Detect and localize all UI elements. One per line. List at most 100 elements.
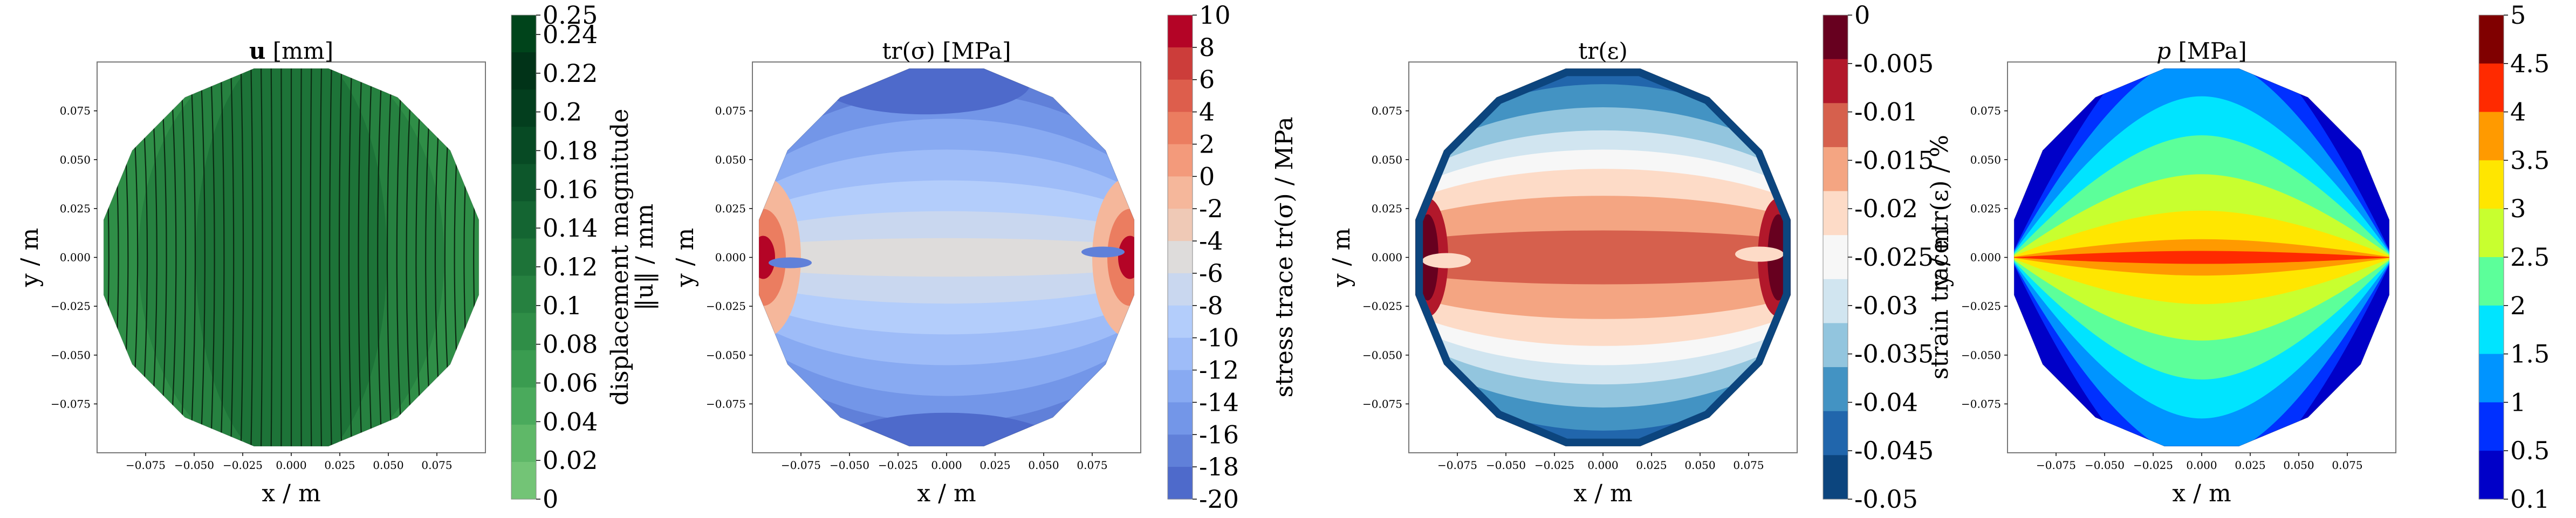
colorbar-tick-label: -10 [1199,323,1239,353]
y-tick-label: 0.075 [715,105,746,118]
x-tick-label: 0.050 [1684,459,1715,472]
colorbar-tick-label: -0.015 [1854,146,1934,175]
x-tick-label: −0.025 [223,459,263,472]
colorbar-segment [1168,370,1193,403]
colorbar-tick-label: 0.12 [543,252,598,281]
colorbar-segment [511,275,536,314]
colorbar-tick-label: 2 [1199,129,1215,158]
panel-title: tr(σ) [MPa] [882,38,1011,64]
y-tick-label: 0.075 [1970,105,2001,118]
colorbar-tick-label: -0.05 [1854,485,1918,514]
colorbar-segment [2479,112,2504,161]
colorbar-tick-label: 0.22 [543,59,598,88]
contour-field [104,68,479,446]
y-tick-label: −0.050 [1961,349,2001,362]
colorbar-segment [1823,279,1848,324]
streamline [220,68,225,446]
x-axis-label: x / m [2172,480,2231,507]
contour-level [769,257,812,268]
y-tick-label: 0.000 [1372,251,1402,264]
x-axis-label: x / m [917,480,976,507]
y-tick-label: −0.025 [1961,300,2001,313]
colorbar-tick-label: 0.2 [543,98,582,127]
panel-title: tr(ε) [1578,38,1628,64]
colorbar-tick-label: 0.1 [543,291,582,320]
y-tick-label: −0.025 [51,300,91,313]
streamline [377,68,383,446]
x-tick-label: 0.075 [421,459,452,472]
colorbar-segment [1823,103,1848,148]
x-tick-label: −0.075 [781,459,821,472]
x-tick-label: −0.025 [2133,459,2173,472]
colorbar-segment [1823,323,1848,368]
colorbar-tick-label: 3.5 [2510,146,2550,175]
colorbar-label: ‖u‖ / mm [631,204,659,311]
contour-level [1422,253,1471,268]
colorbar-segment [511,238,536,277]
colorbar-segment [2479,209,2504,258]
colorbar-segment [1168,79,1193,113]
colorbar-tick-label: 0.5 [2510,436,2550,465]
y-tick-label: −0.075 [1362,397,1402,410]
colorbar-tick-label: 0.04 [543,407,598,436]
colorbar-frame [1167,15,1193,500]
x-tick-label: 0.075 [2332,459,2362,472]
colorbar-tick-label: 4 [1199,98,1215,127]
streamline [180,68,187,446]
streamline [260,68,263,446]
colorbar-segment [511,164,536,202]
x-tick-label: 0.025 [2235,459,2265,472]
colorbar-tick-label: -12 [1199,356,1239,385]
colorbar-segment [1168,337,1193,371]
y-tick-label: 0.050 [60,153,91,166]
contour-level [1118,236,1134,279]
colorbar-tick-label: -0.02 [1854,194,1918,223]
colorbar-segment [511,52,536,90]
streamline [367,68,373,446]
streamline [310,68,312,446]
colorbar-tick-label: -0.03 [1854,291,1918,320]
colorbar-segment [511,313,536,351]
x-tick-label: 0.000 [2186,459,2217,472]
contour-level [1735,246,1784,262]
disc-outline [2013,68,2390,447]
y-tick-label: −0.075 [706,397,746,410]
colorbar-tick-label: 0 [1199,162,1215,191]
contour-field [2014,68,2389,446]
colorbar-segment [1823,455,1848,500]
colorbar-segment [1168,273,1193,306]
contour-field [1415,68,1791,446]
colorbar-label: stress trace tr(σ) / MPa [1271,117,1298,398]
panel-title: u [mm] [249,38,333,64]
contour-level [1081,246,1125,258]
y-tick-label: −0.050 [51,349,91,362]
colorbar-tick-label: -0.01 [1854,98,1918,127]
colorbar-segment [2479,15,2504,64]
y-tick-label: 0.000 [1970,251,2001,264]
colorbar-frame [511,15,537,500]
y-tick-label: 0.025 [1970,202,2001,215]
y-tick-label: −0.025 [706,300,746,313]
colorbar-segment [511,461,536,500]
colorbar-tick-label: -0.025 [1854,243,1934,272]
streamline [280,68,283,446]
x-tick-label: 0.075 [1077,459,1107,472]
disc-outline [758,68,1135,447]
colorbar-tick-label: 0.14 [543,213,598,243]
x-tick-label: −0.075 [126,459,166,472]
colorbar-tick-label: 0.1 [2510,485,2550,514]
panel-stress_trace: −0.075 −0.050 −0.025 0.000 0.025 0.050 0.075 0.… [672,1,1298,514]
x-tick-label: −0.050 [1486,459,1526,472]
contour-field [759,68,1134,446]
colorbar-segment [2479,257,2504,306]
colorbar-tick-label: -16 [1199,420,1239,449]
colorbar-tick-label: 0.02 [543,446,598,475]
x-tick-label: 0.025 [979,459,1010,472]
colorbar-tick-label: 6 [1199,65,1215,94]
colorbar-segment [1823,411,1848,455]
colorbar-tick-label: 0.08 [543,330,598,359]
y-tick-label: 0.025 [715,202,746,215]
colorbar-segment [511,350,536,388]
colorbar-segment [1168,305,1193,339]
colorbar-tick-label: 0.06 [543,368,598,397]
